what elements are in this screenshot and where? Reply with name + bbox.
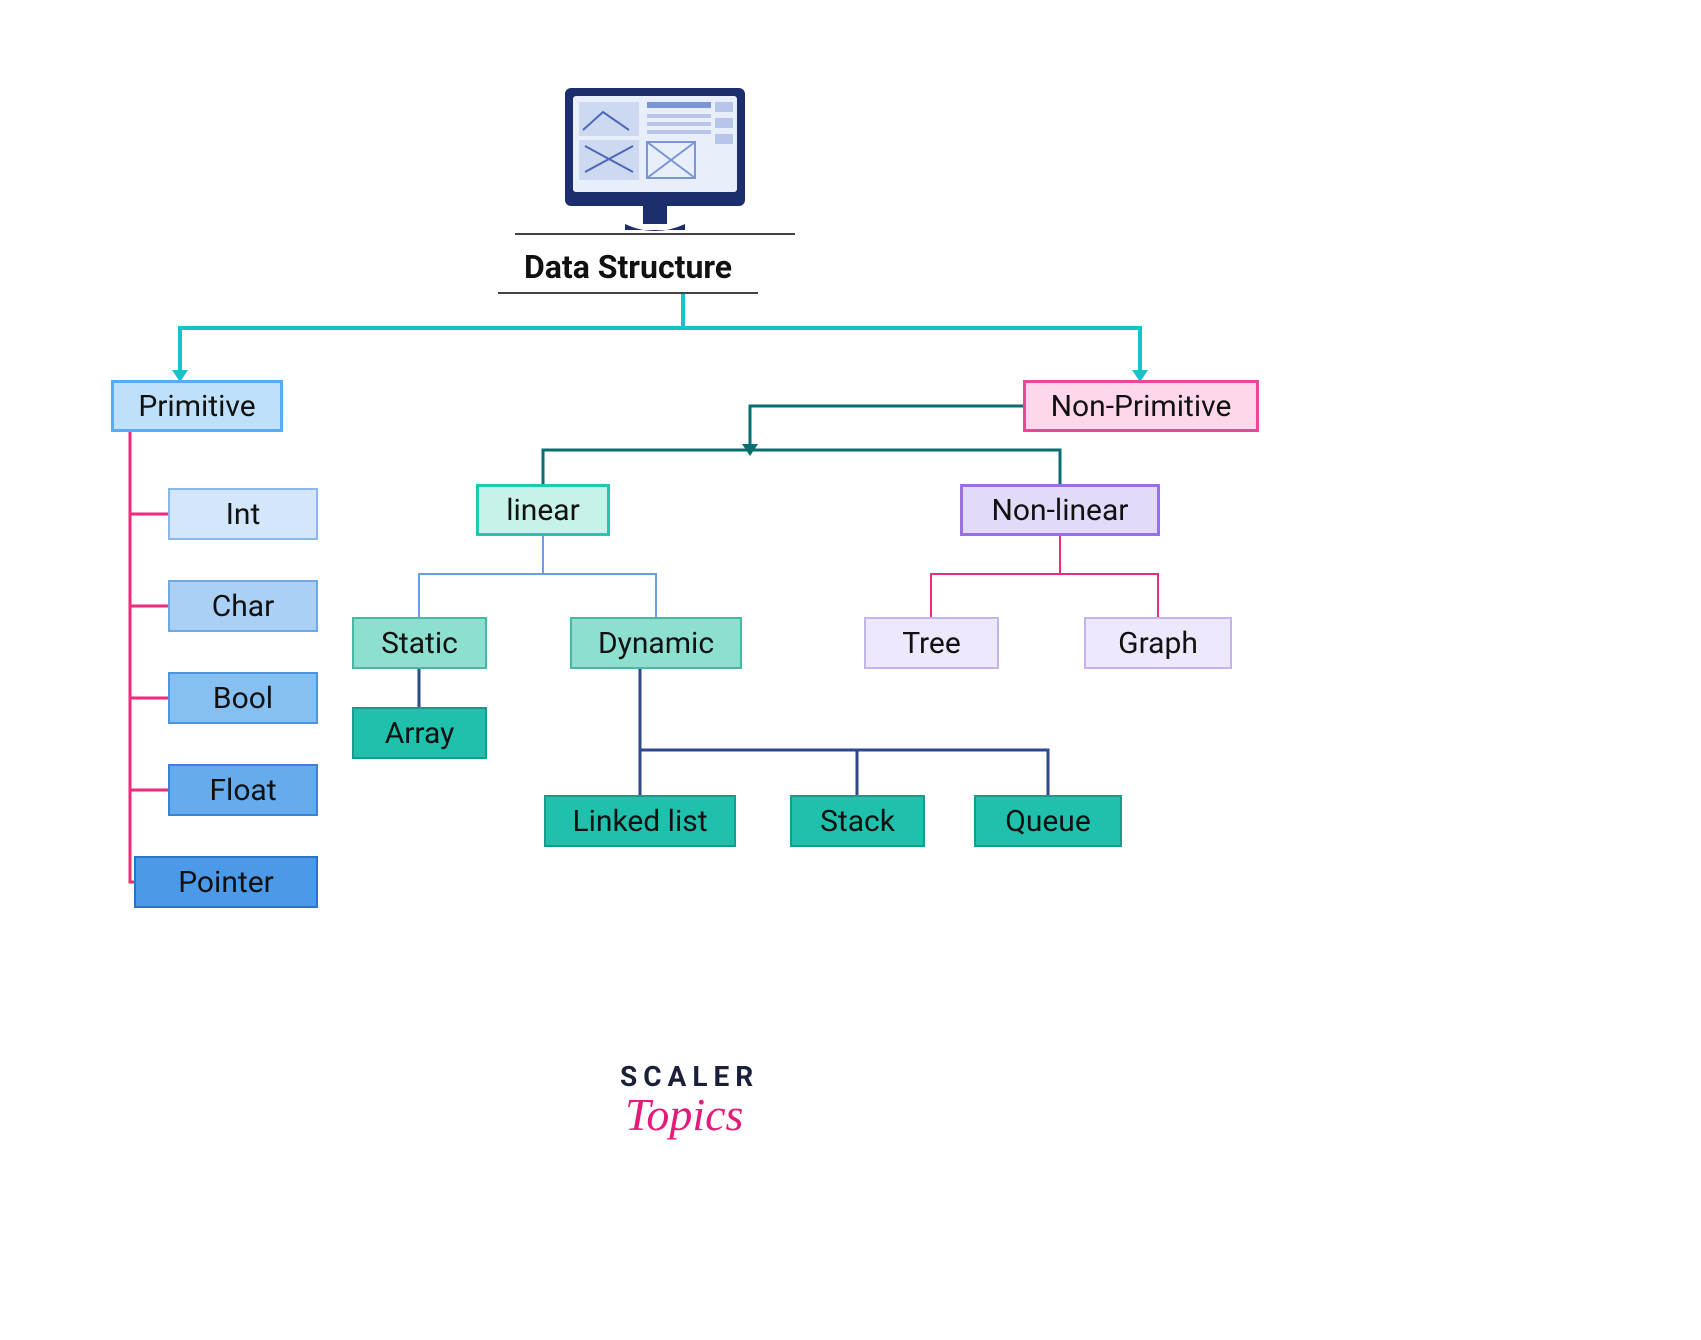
root-title: Data Structure [498, 248, 758, 294]
node-nonprimitive: Non-Primitive [1023, 380, 1259, 432]
node-primitive: Primitive [111, 380, 283, 432]
node-float: Float [168, 764, 318, 816]
edge [419, 536, 543, 617]
edge [683, 293, 1140, 376]
edge [180, 293, 683, 376]
edge [931, 536, 1060, 617]
node-tree: Tree [864, 617, 999, 669]
edge [130, 432, 168, 606]
edge [640, 750, 857, 795]
edge [750, 450, 1060, 484]
arrowhead [742, 444, 758, 456]
diagram-canvas: Data Structure Primitive Non-Primitive Int… [0, 0, 1701, 1340]
node-linkedlist: Linked list [544, 795, 736, 847]
edge [857, 750, 1048, 795]
monitor-icon [515, 88, 795, 234]
node-stack: Stack [790, 795, 925, 847]
node-dynamic: Dynamic [570, 617, 742, 669]
node-nonlinear: Non-linear [960, 484, 1160, 536]
node-int: Int [168, 488, 318, 540]
node-pointer: Pointer [134, 856, 318, 908]
logo-line2: Topics [625, 1088, 743, 1141]
edge [130, 432, 168, 698]
node-bool: Bool [168, 672, 318, 724]
node-array: Array [352, 707, 487, 759]
connectors-layer [0, 0, 1701, 1340]
node-graph: Graph [1084, 617, 1232, 669]
node-static: Static [352, 617, 487, 669]
edge [130, 432, 134, 882]
edge [543, 574, 656, 617]
edge [130, 432, 168, 790]
edge [130, 432, 168, 514]
node-char: Char [168, 580, 318, 632]
node-linear: linear [476, 484, 610, 536]
edge [1060, 574, 1158, 617]
edge [543, 406, 1023, 484]
node-queue: Queue [974, 795, 1122, 847]
